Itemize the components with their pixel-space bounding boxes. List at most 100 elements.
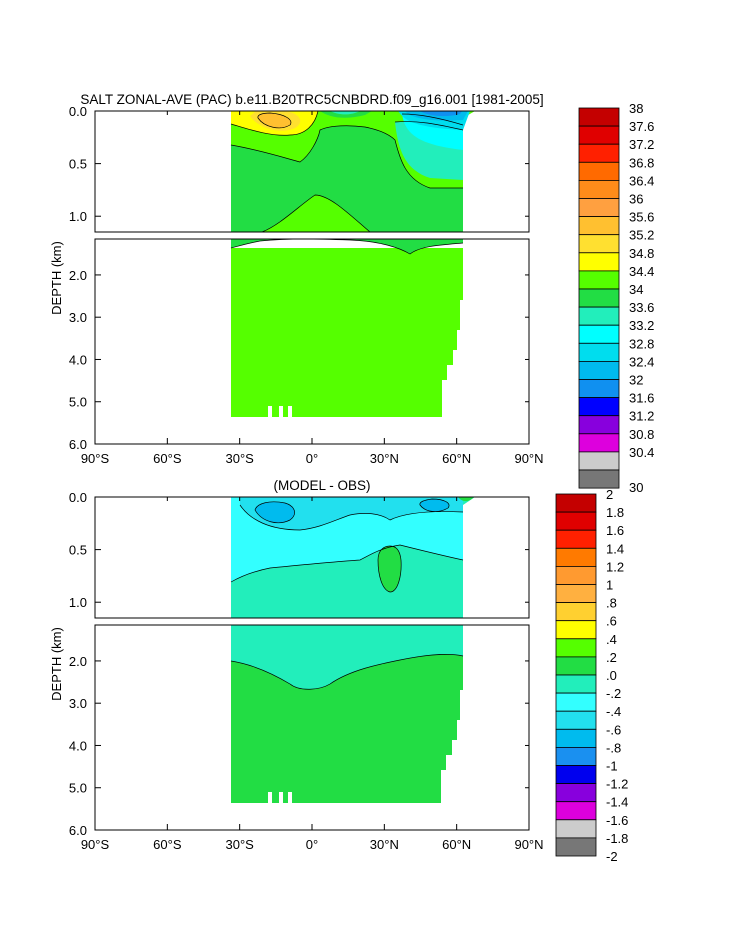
x-tick-label: 90°S bbox=[81, 451, 110, 466]
colorbar-swatch bbox=[555, 493, 597, 513]
colorbar-label: 31.6 bbox=[629, 391, 654, 406]
y-tick-label: 3.0 bbox=[69, 310, 87, 325]
colorbar-swatch bbox=[578, 433, 620, 453]
colorbar-swatch bbox=[578, 252, 620, 272]
field-diff-pos0.2-north bbox=[458, 497, 474, 502]
colorbar-label: 1 bbox=[606, 578, 613, 593]
colorbar-label: 37.6 bbox=[629, 119, 654, 134]
colorbar-swatch bbox=[555, 529, 597, 549]
field-region-32.0 bbox=[420, 111, 462, 117]
colorbar-label: 1.2 bbox=[606, 559, 624, 574]
lower-shelf-gaps bbox=[268, 406, 292, 418]
colorbar-label: 1.4 bbox=[606, 541, 624, 556]
contour-lines-upper-0 bbox=[230, 111, 464, 232]
x-tick-label: 30°N bbox=[370, 837, 399, 852]
colorbar-label: -.8 bbox=[606, 740, 621, 755]
colorbar-label: 35.2 bbox=[629, 228, 654, 243]
y-tick-label: 0.5 bbox=[69, 543, 87, 558]
colorbar-label: 34.8 bbox=[629, 246, 654, 261]
field-lower-diff-0.0 bbox=[231, 625, 463, 690]
colorbar-label: 1.8 bbox=[606, 505, 624, 520]
panel-1-upper-field bbox=[230, 497, 475, 618]
contour-lines-lower-1 bbox=[230, 654, 464, 690]
y-tick-label: 0.0 bbox=[69, 490, 87, 505]
x-tick-label: 60°S bbox=[153, 451, 182, 466]
colorbar-label: 32 bbox=[629, 373, 643, 388]
y-tick-label: 4.0 bbox=[69, 352, 87, 367]
field-diff-neg0.4 bbox=[240, 497, 463, 530]
field-region-34.0 bbox=[231, 125, 463, 232]
colorbar-label: -1.6 bbox=[606, 813, 628, 828]
colorbar-swatch bbox=[578, 324, 620, 344]
panel-1-title: (MODEL - OBS) bbox=[273, 478, 370, 493]
colorbar-label: -1.8 bbox=[606, 831, 628, 846]
panel-1-ylabel: DEPTH (km) bbox=[49, 627, 64, 701]
colorbar-swatch bbox=[555, 783, 597, 803]
y-tick-label: 2.0 bbox=[69, 654, 87, 669]
colorbar-swatch bbox=[578, 143, 620, 163]
colorbar-label: 30 bbox=[629, 480, 643, 495]
colorbar-label: -.4 bbox=[606, 704, 621, 719]
panel-0: SALT ZONAL-AVE (PAC) b.e11.B20TRC5CNBDRD… bbox=[49, 92, 654, 495]
colorbar-swatch bbox=[555, 620, 597, 640]
colorbar-swatch bbox=[555, 638, 597, 658]
colorbar-swatch bbox=[578, 469, 620, 489]
field-diff-neg0.6 bbox=[255, 501, 295, 523]
colorbar-label: 36.4 bbox=[629, 173, 654, 188]
colorbar-label: -.2 bbox=[606, 686, 621, 701]
colorbar-label: .0 bbox=[606, 668, 617, 683]
panel-1-colorbar: 21.81.61.41.21.8.6.4.2.0-.2-.4-.6-.8-1-1… bbox=[555, 487, 628, 864]
colorbar-swatch bbox=[555, 692, 597, 712]
colorbar-label: 34.4 bbox=[629, 264, 654, 279]
y-tick-label: 4.0 bbox=[69, 738, 87, 753]
colorbar-swatch bbox=[555, 511, 597, 531]
x-tick-label: 30°N bbox=[370, 451, 399, 466]
panel-1-axes: 90°S 60°S 30°S 0° 30°N 60°N 90°N 0.0 0.5 1.0 2.0 3.… bbox=[69, 490, 544, 852]
colorbar-label: 1.6 bbox=[606, 523, 624, 538]
y-tick-label: 2.0 bbox=[69, 268, 87, 283]
colorbar-swatch bbox=[555, 674, 597, 694]
colorbar-label: -1 bbox=[606, 759, 618, 774]
field-lower-diff-0.2 bbox=[231, 650, 463, 803]
colorbar-label: -2 bbox=[606, 849, 618, 864]
colorbar-label: 35.6 bbox=[629, 210, 654, 225]
y-tick-label: 6.0 bbox=[69, 823, 87, 838]
colorbar-label: .8 bbox=[606, 596, 617, 611]
x-tick-label: 90°S bbox=[81, 837, 110, 852]
colorbar-label: .4 bbox=[606, 632, 617, 647]
field-diff-pos0.2 bbox=[378, 546, 402, 592]
colorbar-swatch bbox=[578, 234, 620, 254]
colorbar-swatch bbox=[555, 547, 597, 567]
x-tick-label: 60°S bbox=[153, 837, 182, 852]
colorbar-label: 34 bbox=[629, 282, 643, 297]
x-tick-label: 30°S bbox=[225, 451, 254, 466]
colorbar-label: 38 bbox=[629, 101, 643, 116]
colorbar-swatch bbox=[578, 125, 620, 145]
colorbar-label: 37.2 bbox=[629, 137, 654, 152]
colorbar-swatch bbox=[578, 379, 620, 399]
colorbar-swatch bbox=[555, 765, 597, 785]
colorbar-label: -1.2 bbox=[606, 777, 628, 792]
colorbar-label: 33.2 bbox=[629, 318, 654, 333]
colorbar-swatch bbox=[578, 397, 620, 417]
colorbar-swatch bbox=[578, 360, 620, 380]
colorbar-label: 36.8 bbox=[629, 155, 654, 170]
colorbar-label: 30.4 bbox=[629, 445, 654, 460]
colorbar-label: 32.4 bbox=[629, 354, 654, 369]
colorbar-label: .6 bbox=[606, 614, 617, 629]
y-tick-label: 6.0 bbox=[69, 437, 87, 452]
x-tick-label: 0° bbox=[306, 837, 318, 852]
field-region-34.0-north bbox=[320, 111, 372, 118]
lower-shelf-gaps-1 bbox=[268, 792, 292, 804]
colorbar-label: 31.2 bbox=[629, 409, 654, 424]
colorbar-swatch bbox=[578, 179, 620, 199]
y-tick-label: 1.0 bbox=[69, 209, 87, 224]
colorbar-swatch bbox=[555, 584, 597, 604]
panel-0-ylabel: DEPTH (km) bbox=[49, 241, 64, 315]
colorbar-label: 32.8 bbox=[629, 336, 654, 351]
colorbar-swatch bbox=[578, 306, 620, 326]
field-diff-neg0.6-b bbox=[419, 499, 450, 512]
colorbar-swatch bbox=[578, 198, 620, 218]
colorbar-swatch bbox=[555, 747, 597, 766]
